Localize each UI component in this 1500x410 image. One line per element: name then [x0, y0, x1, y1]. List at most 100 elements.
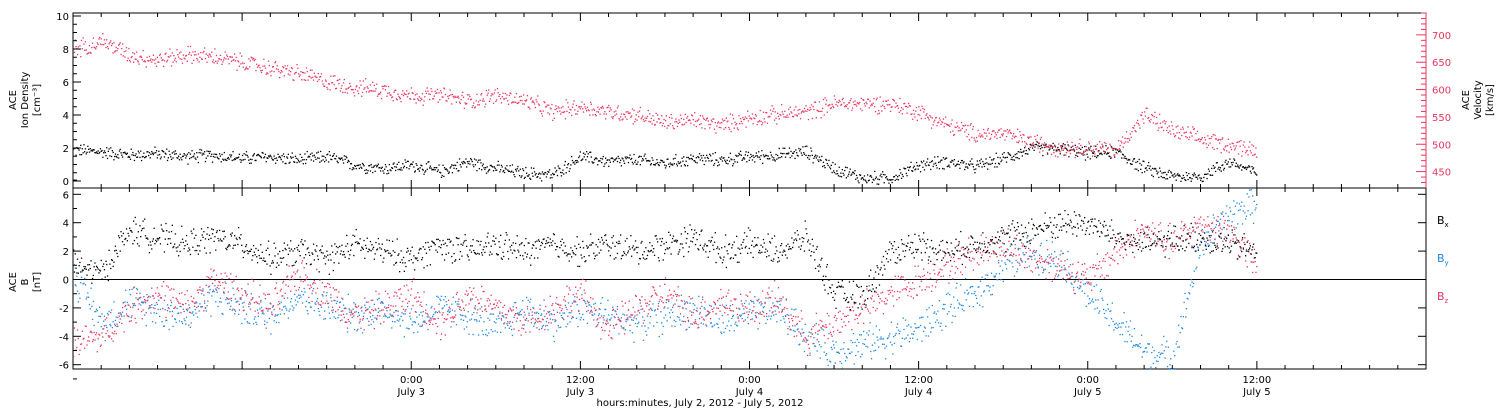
ion-density-series-point	[624, 156, 626, 158]
ion-density-series-point	[140, 150, 142, 152]
ion-density-series-point	[339, 157, 341, 160]
velocity-series-point	[191, 62, 193, 64]
velocity-series-point	[927, 117, 930, 119]
by-series-point	[885, 358, 887, 360]
velocity-series-point	[963, 125, 965, 127]
velocity-series-point	[858, 103, 860, 105]
ion-density-series-point	[402, 163, 404, 165]
velocity-series-point	[701, 127, 703, 129]
bz-series-point	[365, 310, 367, 312]
ion-density-series-point	[445, 168, 447, 170]
by-series-point	[899, 330, 901, 333]
bz-series-point	[358, 322, 360, 324]
by-series-point	[945, 293, 948, 296]
velocity-series-point	[664, 125, 666, 128]
ion-density-series-point	[690, 154, 692, 156]
by-series-point	[148, 308, 150, 310]
by-series-point	[960, 284, 962, 286]
by-series-point	[404, 313, 406, 315]
bz-series-point	[423, 291, 425, 293]
velocity-series-point	[77, 46, 79, 48]
ion-density-series-point	[522, 168, 524, 170]
ion-density-series-point	[1035, 143, 1038, 146]
ion-density-series-point	[562, 169, 564, 171]
velocity-series-point	[1129, 133, 1132, 135]
by-series-point	[825, 354, 827, 356]
by-series-point	[1039, 244, 1042, 247]
by-series-point	[223, 292, 225, 294]
bz-series-point	[338, 291, 340, 293]
by-series-point	[187, 308, 189, 310]
velocity-series-point	[904, 105, 907, 108]
by-series-point	[1133, 328, 1136, 330]
bz-series-point	[161, 285, 163, 287]
bz-series-point	[257, 312, 259, 314]
ion-density-series-point	[896, 178, 898, 180]
velocity-series-point	[902, 108, 904, 110]
by-series-point	[845, 356, 847, 358]
velocity-series-point	[1229, 143, 1231, 145]
by-series-point	[995, 273, 997, 275]
velocity-series-point	[1061, 144, 1064, 147]
ion-density-series-point	[78, 149, 80, 151]
velocity-series-point	[681, 123, 683, 126]
velocity-series-point	[390, 94, 392, 96]
velocity-series-point	[455, 101, 458, 103]
ion-density-series-point	[869, 175, 871, 177]
velocity-series-point	[117, 48, 119, 50]
velocity-series-point	[197, 53, 199, 55]
velocity-series-point	[979, 136, 982, 138]
velocity-series-point	[892, 98, 894, 101]
by-series-point	[581, 294, 583, 296]
velocity-series-point	[1103, 141, 1106, 144]
ion-density-series-point	[1112, 149, 1114, 151]
bz-series-point	[131, 315, 133, 317]
velocity-series-point	[1239, 145, 1241, 147]
ion-density-series-point	[393, 162, 395, 164]
velocity-series-point	[302, 72, 304, 74]
by-series-point	[1156, 355, 1158, 357]
by-series-point	[907, 334, 909, 336]
by-series-point	[136, 287, 138, 290]
velocity-series-point	[567, 102, 569, 104]
velocity-series-point	[782, 113, 784, 115]
by-series-point	[428, 316, 430, 318]
by-series-point	[1036, 263, 1038, 266]
by-series-point	[83, 282, 85, 284]
velocity-series-point	[312, 76, 314, 78]
velocity-series-point	[1023, 134, 1025, 136]
by-series-point	[248, 306, 250, 308]
by-series-point	[758, 298, 760, 300]
by-series-point	[488, 319, 491, 321]
ion-density-series-point	[822, 161, 825, 163]
by-series-point	[894, 334, 896, 336]
ion-density-series-point	[366, 172, 368, 174]
velocity-series-point	[168, 56, 170, 58]
ion-density-series-point	[236, 157, 238, 159]
velocity-series-point	[649, 121, 652, 123]
by-series-point	[613, 315, 615, 318]
ion-density-series-point	[827, 164, 829, 167]
by-series-point	[567, 302, 570, 304]
velocity-series-point	[1133, 127, 1135, 129]
velocity-series-point	[603, 113, 605, 115]
by-series-point	[1230, 210, 1232, 212]
ion-density-series-point	[342, 162, 345, 164]
velocity-series-point	[526, 99, 528, 101]
velocity-series-point	[696, 120, 698, 122]
ion-density-series-point	[249, 162, 251, 164]
by-series-point	[1119, 333, 1121, 336]
velocity-series-point	[776, 123, 778, 125]
ion-density-series-point	[591, 161, 593, 163]
ion-density-series-point	[701, 157, 703, 159]
by-series-point	[600, 302, 602, 304]
by-series-point	[439, 298, 441, 300]
ion-density-series-point	[857, 180, 859, 182]
velocity-series-point	[1130, 136, 1132, 138]
velocity-series-point	[560, 107, 563, 109]
by-series-point	[764, 301, 766, 303]
by-series-point	[826, 359, 828, 361]
velocity-series-point	[735, 124, 737, 126]
velocity-series-point	[736, 127, 739, 129]
ion-density-series-point	[991, 162, 993, 164]
